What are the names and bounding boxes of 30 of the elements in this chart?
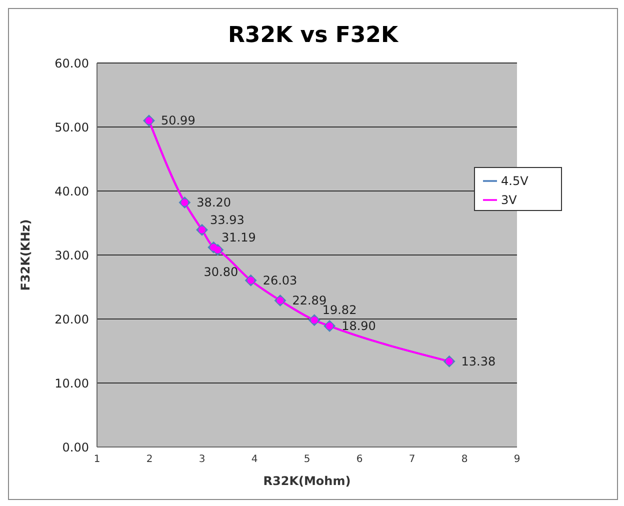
y-tick-label: 60.00 — [54, 56, 89, 70]
data-label: 50.99 — [160, 114, 196, 128]
x-tick-label: 8 — [461, 454, 468, 466]
y-tick-label: 40.00 — [54, 184, 89, 198]
x-tick-label: 5 — [304, 454, 310, 466]
x-tick-label: 9 — [514, 454, 520, 466]
legend-label: 3V — [501, 193, 517, 207]
x-tick-label: 6 — [356, 454, 363, 466]
y-tick-label: 0.00 — [62, 440, 89, 454]
x-tick-label: 2 — [146, 454, 153, 466]
x-tick-label: 1 — [94, 454, 100, 466]
legend-label: 4.5V — [501, 174, 528, 188]
data-label: 26.03 — [262, 273, 298, 288]
y-tick-label: 10.00 — [54, 376, 89, 390]
chart-title: R32K vs F32K — [226, 23, 400, 50]
data-label: 38.20 — [196, 196, 232, 210]
x-tick-label: 7 — [408, 454, 416, 466]
data-label: 18.90 — [342, 319, 376, 334]
data-label: 31.19 — [222, 230, 256, 244]
y-tick-label: 20.00 — [54, 312, 89, 326]
data-label: 33.93 — [210, 212, 244, 227]
y-tick-label: 30.00 — [54, 248, 89, 262]
data-label: 30.80 — [204, 264, 238, 279]
data-label: 19.82 — [322, 303, 357, 318]
y-tick-label: 50.00 — [54, 120, 89, 134]
x-tick-label: 3 — [198, 454, 206, 466]
data-label: 13.38 — [461, 354, 496, 368]
x-tick-label: 4 — [251, 454, 258, 466]
y-axis-title: F32K(KHz) — [18, 219, 32, 291]
x-axis-title: R32K(Mohm) — [263, 474, 351, 488]
